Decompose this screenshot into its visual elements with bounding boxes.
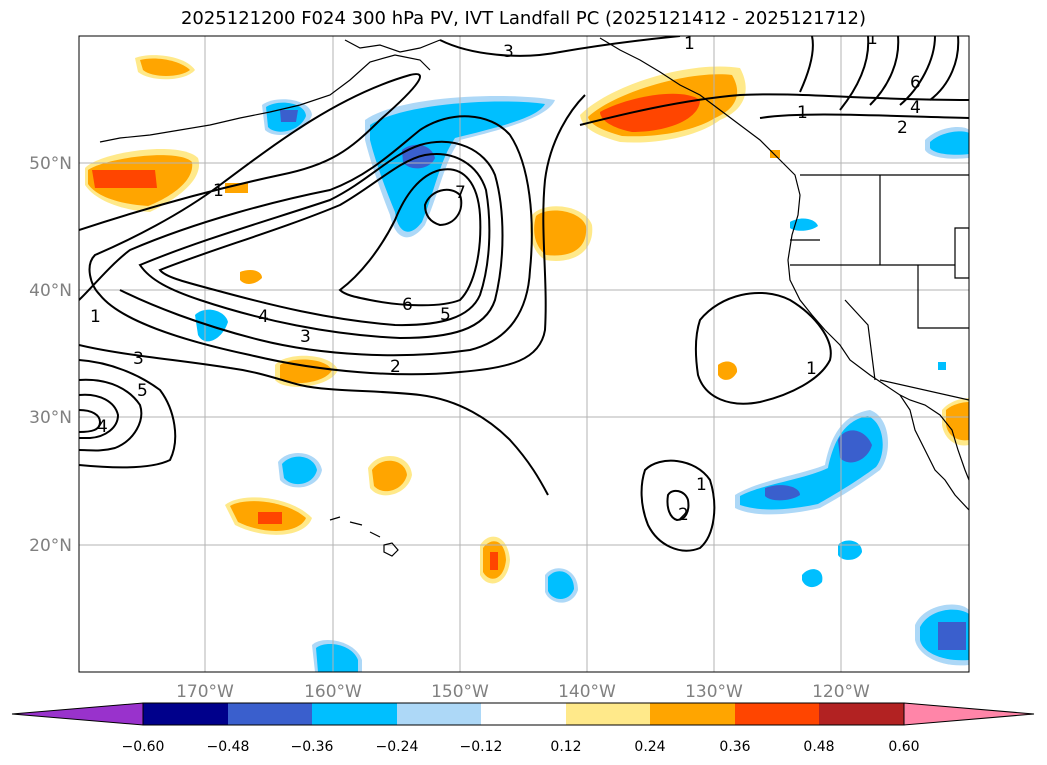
- map-title: 2025121200 F024 300 hPa PV, IVT Landfall…: [180, 8, 867, 29]
- lat-label: 30°N: [29, 408, 72, 428]
- map-background: [79, 36, 969, 672]
- graticule: [79, 36, 969, 672]
- contour-label: 2: [897, 118, 908, 138]
- colorbar-tick-label: 0.12: [550, 739, 581, 755]
- colorbar-tick-label: −0.12: [460, 739, 503, 755]
- contour-label: 6: [402, 295, 413, 315]
- lon-label: 120°W: [812, 682, 870, 702]
- colorbar-min-extend: [11, 702, 144, 726]
- colorbar-tick-label: 0.48: [803, 739, 834, 755]
- colorbar-tick-label: −0.48: [207, 739, 250, 755]
- contour-label: 1: [684, 34, 695, 54]
- colorbar-tick-label: −0.24: [376, 739, 419, 755]
- contour-label: 1: [696, 475, 707, 495]
- contour-label: 3: [503, 42, 514, 62]
- colorbar-tick-label: −0.60: [122, 739, 165, 755]
- contour-label: 1: [213, 181, 224, 201]
- contour-label: 3: [300, 327, 311, 347]
- lon-label: 160°W: [304, 682, 362, 702]
- contour-label: 2: [390, 357, 401, 377]
- colorbar: −0.60 −0.48 −0.36 −0.24 −0.12 0.12 0.24 …: [11, 702, 1035, 755]
- lat-label: 20°N: [29, 536, 72, 556]
- contour-label: 4: [97, 417, 108, 437]
- lon-label: 150°W: [431, 682, 489, 702]
- colorbar-segment: [143, 703, 228, 725]
- colorbar-tick-label: −0.36: [291, 739, 334, 755]
- contour-label: 4: [258, 307, 269, 327]
- colorbar-segment: [566, 703, 650, 725]
- contour-label: 6: [910, 73, 921, 93]
- contour-label: 1: [797, 103, 808, 123]
- lat-label: 50°N: [29, 154, 72, 174]
- colorbar-segment: [735, 703, 819, 725]
- lon-label: 170°W: [176, 682, 234, 702]
- lon-label: 130°W: [685, 682, 743, 702]
- pv-contours: [79, 36, 969, 552]
- colorbar-segment: [481, 703, 566, 725]
- map-frame: [78, 35, 970, 673]
- colorbar-segment: [819, 703, 904, 725]
- contour-labels: 3 1 6 4 2 1 1 7 6 5 4 3 2 1 3 5 4 1 1 2 …: [90, 29, 921, 525]
- colorbar-segment: [312, 703, 397, 725]
- colorbar-tick-label: 0.36: [719, 739, 750, 755]
- latitude-labels: 50°N 40°N 30°N 20°N: [29, 154, 72, 556]
- longitude-labels: 170°W 160°W 150°W 140°W 130°W 120°W: [176, 682, 870, 702]
- contour-label: 3: [133, 349, 144, 369]
- contour-label: 5: [137, 381, 148, 401]
- colorbar-max-extend: [903, 702, 1035, 726]
- coastlines: [99, 37, 969, 557]
- colorbar-segment: [650, 703, 735, 725]
- lon-label: 140°W: [558, 682, 616, 702]
- contour-label: 4: [910, 98, 921, 118]
- colorbar-segment: [397, 703, 481, 725]
- colorbar-segment: [228, 703, 312, 725]
- contour-label: 1: [806, 359, 817, 379]
- contour-label: 1: [867, 29, 878, 49]
- colorbar-tick-label: 0.24: [634, 739, 665, 755]
- contour-label: 5: [440, 305, 451, 325]
- contour-label: 2: [678, 505, 689, 525]
- contour-label: 1: [90, 307, 101, 327]
- colorbar-tick-label: 0.60: [888, 739, 919, 755]
- contour-label: 7: [455, 183, 466, 203]
- lat-label: 40°N: [29, 281, 72, 301]
